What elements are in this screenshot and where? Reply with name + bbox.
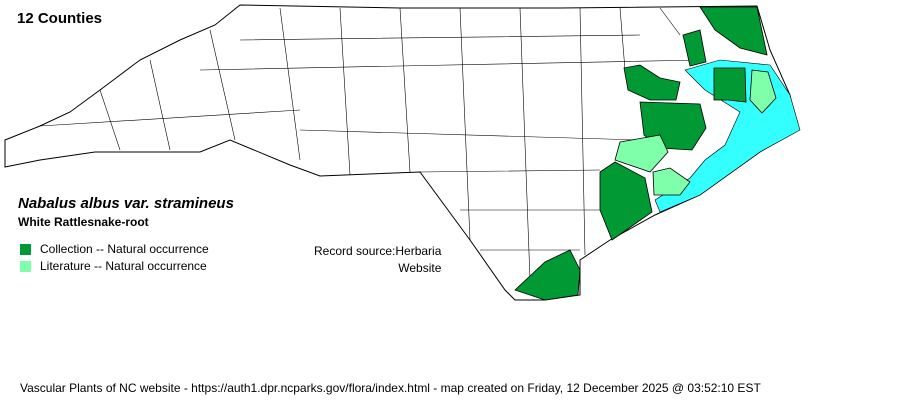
scientific-name: Nabalus albus var. stramineus <box>18 195 234 212</box>
footer-credit: Vascular Plants of NC website - https://… <box>20 381 761 395</box>
county-lines <box>39 7 701 281</box>
county-collection <box>599 161 653 241</box>
county-literature <box>652 167 691 196</box>
record-source-value-2: Website <box>398 261 442 275</box>
county-collection <box>682 29 707 67</box>
state-outline <box>4 4 798 301</box>
county-collection <box>699 6 768 56</box>
county-collection <box>514 249 581 301</box>
literature-swatch <box>20 260 31 272</box>
record-source-value-1: Herbaria <box>395 244 442 258</box>
county-collection <box>713 67 747 103</box>
legend-label: Literature -- Natural occurrence <box>40 259 207 273</box>
collection-swatch <box>20 243 31 255</box>
legend-item-collection: Collection -- Natural occurrence <box>20 242 209 256</box>
record-source: Record source:Herbaria Website <box>314 243 441 277</box>
county-count: 12 Counties <box>17 10 103 27</box>
record-source-label: Record source: <box>314 244 396 258</box>
county-literature <box>614 134 669 173</box>
legend-item-literature: Literature -- Natural occurrence <box>20 259 207 273</box>
common-name: White Rattlesnake-root <box>18 215 149 229</box>
county-collection <box>623 64 681 101</box>
county-literature <box>749 69 777 114</box>
legend-label: Collection -- Natural occurrence <box>40 242 209 256</box>
